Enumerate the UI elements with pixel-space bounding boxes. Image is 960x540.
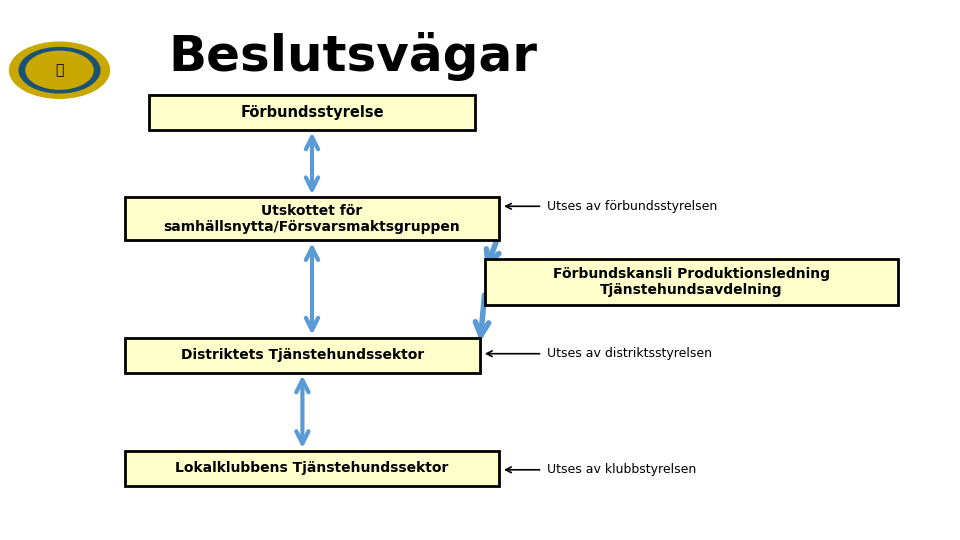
Text: Utses av förbundsstyrelsen: Utses av förbundsstyrelsen [547,200,717,213]
FancyBboxPatch shape [125,451,499,486]
FancyBboxPatch shape [149,94,475,130]
Text: Förbundsstyrelse: Förbundsstyrelse [240,105,384,119]
Text: Utses av klubbstyrelsen: Utses av klubbstyrelsen [547,463,696,476]
Text: Distriktets Tjänstehundssektor: Distriktets Tjänstehundssektor [180,348,424,362]
FancyBboxPatch shape [125,197,499,240]
Circle shape [26,51,93,89]
Text: Utskottet för
samhällsnytta/Försvarsmaktsgruppen: Utskottet för samhällsnytta/Försvarsmakt… [163,204,461,234]
Text: Beslutsvägar: Beslutsvägar [168,32,537,81]
Circle shape [19,48,100,93]
Text: Utses av distriktsstyrelsen: Utses av distriktsstyrelsen [547,347,712,360]
Text: 🐕: 🐕 [56,63,63,77]
FancyBboxPatch shape [485,259,898,305]
Text: Förbundskansli Produktionsledning
Tjänstehundsavdelning: Förbundskansli Produktionsledning Tjänst… [553,267,829,297]
Circle shape [10,42,109,98]
FancyBboxPatch shape [125,338,480,373]
Text: Lokalklubbens Tjänstehundssektor: Lokalklubbens Tjänstehundssektor [176,462,448,475]
